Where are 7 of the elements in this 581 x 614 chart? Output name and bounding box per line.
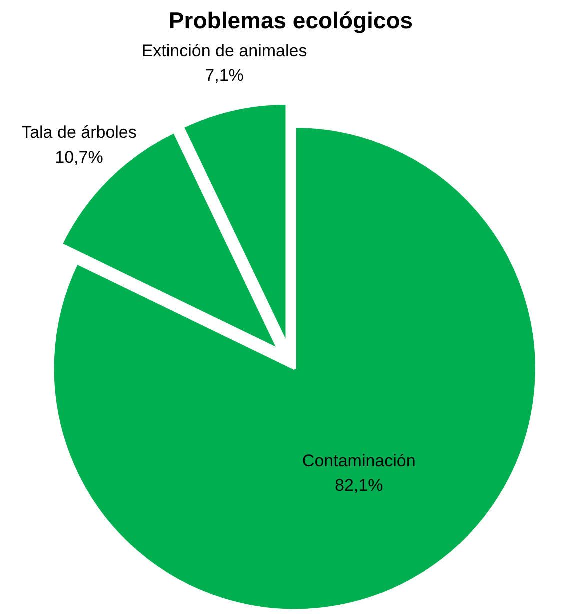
slice-label: Tala de árboles — [22, 123, 137, 142]
slice-label: Extinción de animales — [142, 42, 308, 60]
chart-title: Problemas ecológicos — [168, 8, 414, 34]
data-label: 7,1% — [205, 66, 244, 86]
slice-label: Contaminación — [302, 451, 416, 470]
data-label: 10,7% — [55, 148, 104, 167]
data-label: 82,1% — [335, 476, 384, 496]
